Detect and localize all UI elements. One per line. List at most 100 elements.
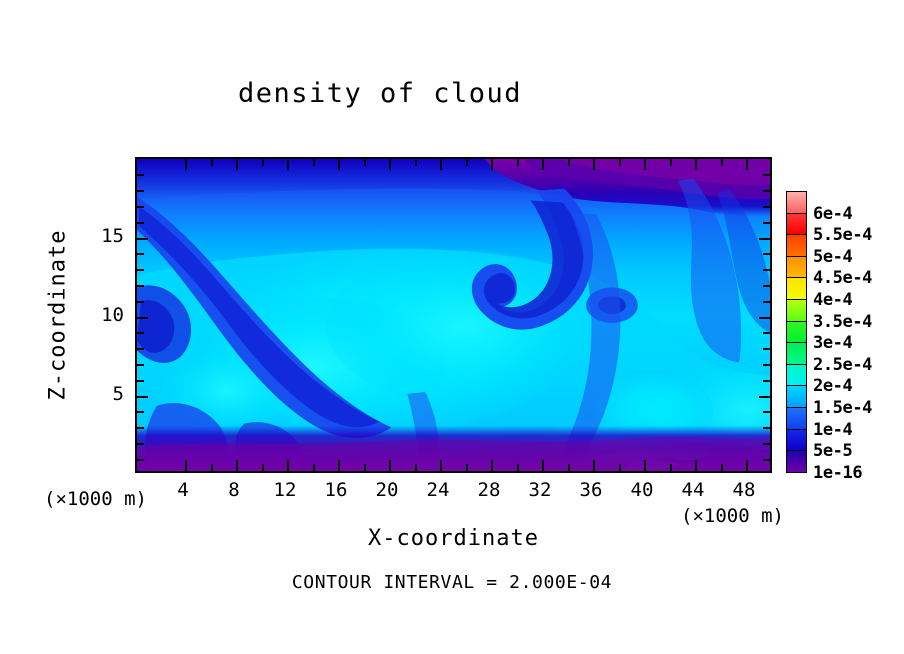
- colorbar-swatch: 5.5e-4: [786, 212, 872, 245]
- x-tick: [287, 460, 289, 471]
- colorbar-label: 5.5e-4: [813, 225, 873, 246]
- colorbar-label: 3e-4: [813, 333, 853, 354]
- x-tick-top: [211, 159, 213, 166]
- page-title: density of cloud: [237, 78, 523, 109]
- colorbar: 6e-4 5.5e-4 5e-4 4.5e-4 4e-4 3.5e-4 3e-4 2.5e-4…: [786, 191, 872, 483]
- y-tick-right: [763, 348, 770, 350]
- colorbar-swatch: 6e-4: [786, 191, 853, 224]
- x-tick-top: [338, 159, 340, 170]
- y-tick-label: 15: [101, 225, 124, 247]
- x-tick: [211, 464, 213, 471]
- colorbar-label: 4e-4: [813, 290, 853, 311]
- x-tick-label: 40: [630, 479, 654, 501]
- y-tick-right: [759, 317, 770, 319]
- x-tick-top: [670, 159, 672, 166]
- colorbar-swatch: 2.5e-4: [786, 342, 872, 375]
- y-tick-right: [763, 285, 770, 287]
- x-tick: [644, 460, 646, 471]
- x-tick-top: [262, 159, 264, 166]
- colorbar-swatch: 3e-4: [786, 320, 853, 353]
- x-tick: [313, 464, 315, 471]
- x-axis-title: X-coordinate: [368, 526, 539, 551]
- colorbar-swatch: 1.5e-4: [786, 385, 872, 418]
- y-tick-right: [759, 396, 770, 398]
- y-tick: [137, 269, 144, 271]
- x-tick: [517, 464, 519, 471]
- x-tick-top: [236, 159, 238, 170]
- y-tick-right: [763, 253, 770, 255]
- y-axis-units: (×1000 m): [44, 488, 147, 510]
- y-tick-right: [763, 459, 770, 461]
- y-tick: [137, 348, 144, 350]
- x-tick-label: 8: [228, 479, 240, 501]
- colorbar-swatch: 4e-4: [786, 277, 853, 310]
- x-tick-top: [440, 159, 442, 170]
- y-tick-right: [763, 411, 770, 413]
- colorbar-label: 1e-16: [813, 462, 863, 483]
- y-tick-right: [763, 380, 770, 382]
- x-tick-top: [415, 159, 417, 166]
- colorbar-swatch: 1e-16: [786, 450, 863, 483]
- x-tick-top: [389, 159, 391, 170]
- colorbar-label: 2e-4: [813, 376, 853, 397]
- y-tick: [137, 443, 144, 445]
- x-tick-top: [695, 159, 697, 170]
- contour-interval-note: CONTOUR INTERVAL = 2.000E-04: [291, 572, 613, 593]
- colorbar-label: 6e-4: [813, 203, 853, 224]
- x-tick: [593, 460, 595, 471]
- y-tick-right: [763, 222, 770, 224]
- y-tick-right: [763, 332, 770, 334]
- x-tick-top: [721, 159, 723, 166]
- x-tick-top: [491, 159, 493, 170]
- x-tick: [695, 460, 697, 471]
- x-tick: [236, 460, 238, 471]
- y-tick: [137, 332, 144, 334]
- x-tick: [466, 464, 468, 471]
- x-tick: [415, 464, 417, 471]
- x-tick-label: 16: [324, 479, 348, 501]
- x-tick: [364, 464, 366, 471]
- x-tick-label: 28: [477, 479, 501, 501]
- x-tick-top: [542, 159, 544, 170]
- x-tick-top: [644, 159, 646, 170]
- x-tick-label: 4: [177, 479, 189, 501]
- x-tick: [721, 464, 723, 471]
- x-tick: [262, 464, 264, 471]
- colorbar-label: 3.5e-4: [813, 311, 873, 332]
- y-tick-right: [763, 190, 770, 192]
- x-tick-top: [466, 159, 468, 166]
- cloud-body: [137, 159, 770, 471]
- colorbar-label: 2.5e-4: [813, 354, 873, 375]
- y-tick-right: [763, 269, 770, 271]
- y-tick: [137, 174, 144, 176]
- x-tick-label: 36: [579, 479, 603, 501]
- y-tick: [137, 427, 144, 429]
- x-tick: [746, 460, 748, 471]
- x-tick-top: [619, 159, 621, 166]
- colorbar-swatch: 3.5e-4: [786, 299, 872, 332]
- contour-field: [137, 159, 770, 471]
- y-tick: [137, 206, 144, 208]
- contour-field-svg: [137, 159, 770, 471]
- x-tick: [619, 464, 621, 471]
- colorbar-label: 4.5e-4: [813, 268, 873, 289]
- y-tick-label: 5: [112, 383, 124, 405]
- colorbar-swatch: 1e-4: [786, 407, 853, 440]
- colorbar-label: 5e-5: [813, 441, 853, 462]
- x-tick-label: 32: [528, 479, 552, 501]
- x-tick-top: [746, 159, 748, 170]
- y-tick: [137, 285, 144, 287]
- y-tick: [137, 364, 144, 366]
- colorbar-swatch: 4.5e-4: [786, 255, 872, 288]
- x-tick: [389, 460, 391, 471]
- y-tick: [137, 238, 148, 240]
- colorbar-label: 1.5e-4: [813, 398, 873, 419]
- y-tick: [137, 222, 144, 224]
- x-tick-top: [287, 159, 289, 170]
- y-tick-right: [763, 174, 770, 176]
- y-tick-right: [763, 443, 770, 445]
- y-tick: [137, 396, 148, 398]
- colorbar-swatch: 5e-5: [786, 428, 853, 461]
- colorbar-label: 5e-4: [813, 246, 853, 267]
